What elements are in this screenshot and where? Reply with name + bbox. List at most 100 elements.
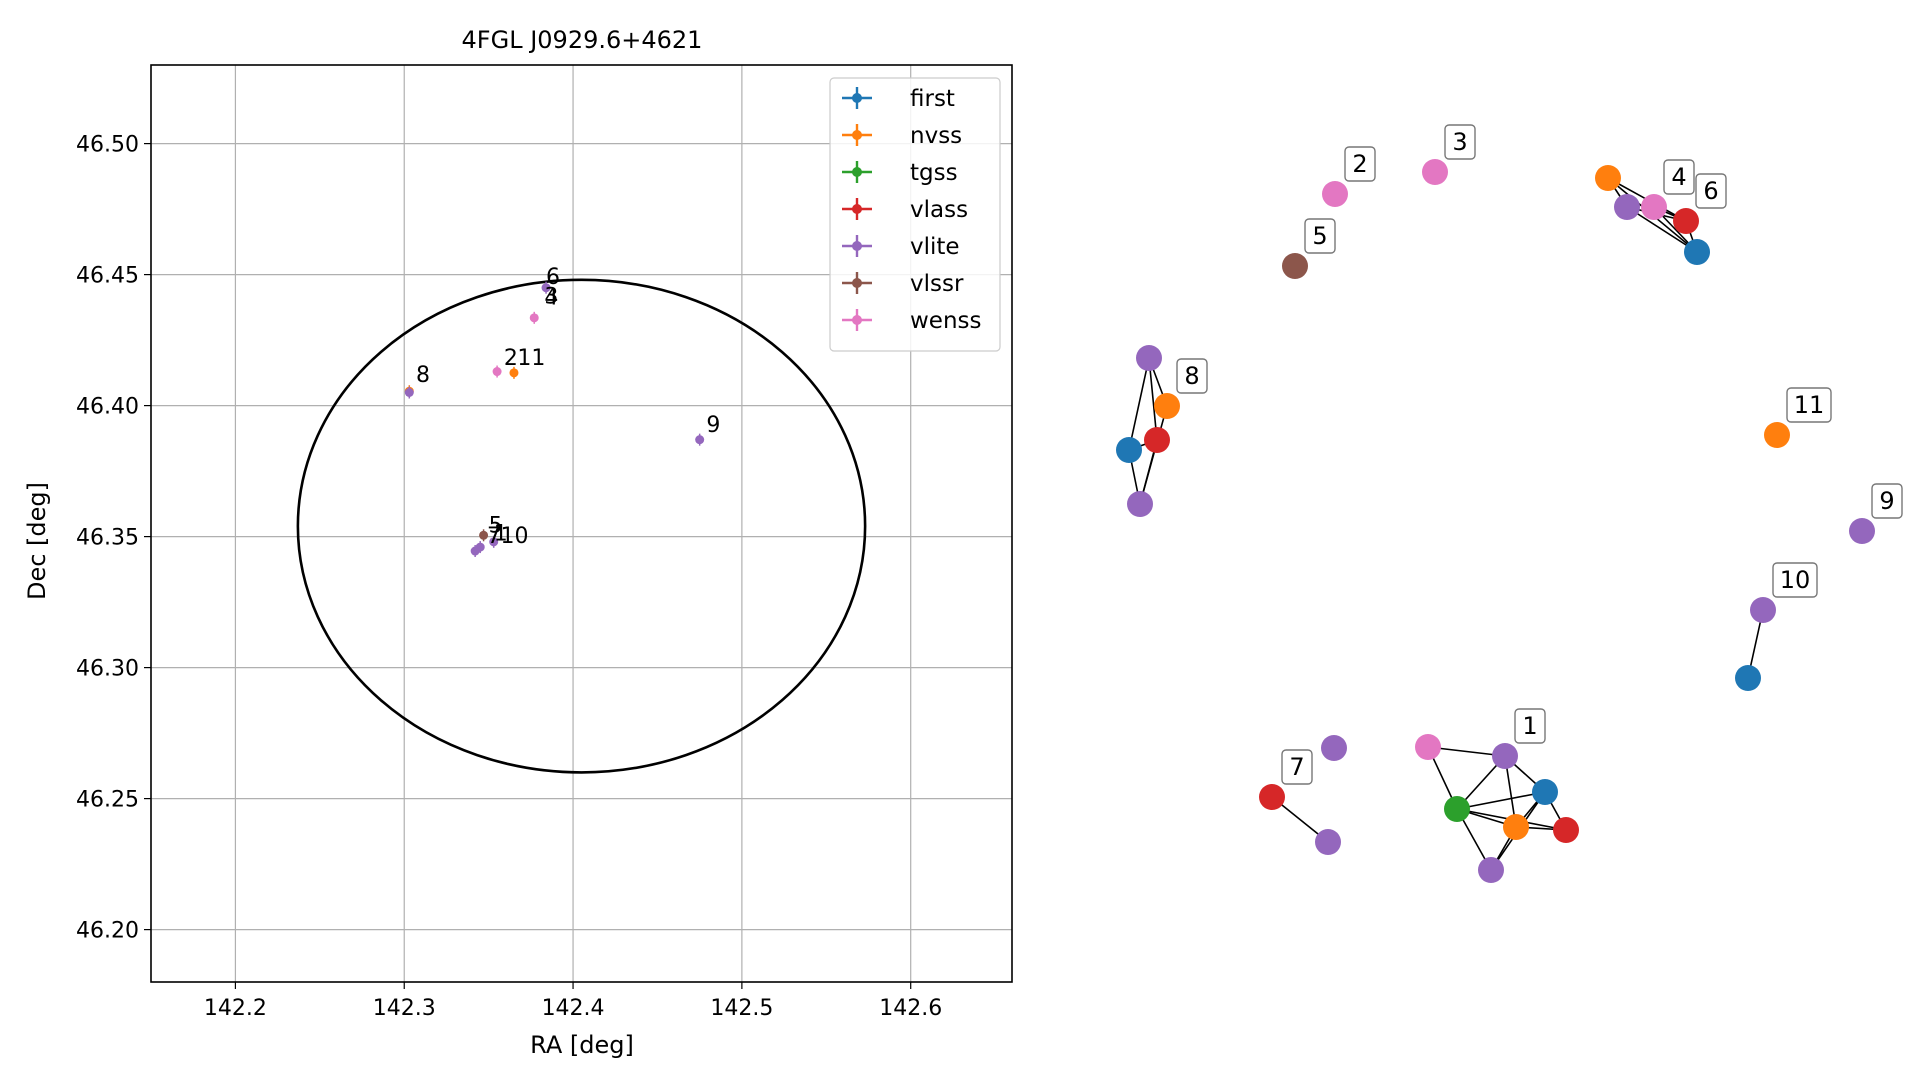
legend-marker-dot: [852, 241, 862, 251]
graph-edge: [1148, 357, 1158, 441]
node-label: 8: [1184, 362, 1199, 390]
x-tick-label: 142.6: [879, 996, 942, 1021]
graph-node-vlass: [1673, 208, 1699, 234]
point-label: 6: [546, 265, 560, 290]
graph-node-vlass: [1259, 784, 1285, 810]
legend-label: vlssr: [910, 271, 964, 297]
x-tick-label: 142.5: [710, 996, 773, 1021]
node-label-box: [1871, 483, 1903, 519]
y-tick-label: 46.40: [76, 395, 139, 420]
data-point-vlssr: [479, 530, 489, 540]
node-label-box: [1444, 124, 1476, 160]
legend-marker-dot: [852, 278, 862, 288]
x-tick-label: 142.2: [204, 996, 267, 1021]
legend-label: vlass: [910, 197, 968, 223]
graph-node-first: [1735, 665, 1761, 691]
point-label: 10: [500, 524, 528, 549]
legend-marker-dot: [852, 167, 862, 177]
confidence-ellipse: [296, 278, 867, 774]
legend-marker-dot: [852, 130, 862, 140]
legend-marker-dot: [852, 204, 862, 214]
y-tick-label: 46.35: [76, 526, 139, 551]
legend-label: wenss: [910, 308, 982, 334]
scatter-plot: 4FGL J0929.6+4621 RA [deg] Dec [deg] 142…: [23, 26, 1013, 1059]
node-label: 2: [1352, 150, 1367, 178]
legend-marker-dot: [852, 93, 862, 103]
graph-node-first: [1116, 437, 1142, 463]
node-label: 11: [1794, 391, 1825, 419]
node-label: 3: [1452, 128, 1467, 156]
graph-node-vlite: [1136, 345, 1162, 371]
graph-node-nvss: [1503, 814, 1529, 840]
graph-node-labels: 2 3 5 4 6 8 11 9 10 1 7: [1176, 124, 1903, 785]
point-label: 11: [517, 346, 545, 371]
node-label-box: [1281, 749, 1313, 785]
graph-edge: [1456, 791, 1546, 810]
graph-node-vlite: [1478, 857, 1504, 883]
data-point-wenss: [529, 313, 539, 323]
point-label: 3: [544, 284, 558, 309]
y-tick-label: 46.25: [76, 788, 139, 813]
y-axis-label: Dec [deg]: [23, 482, 51, 600]
node-label: 10: [1780, 566, 1811, 594]
confidence-ellipse-group: [296, 278, 867, 774]
point-label: 2: [504, 346, 518, 371]
node-label-box: [1772, 562, 1818, 598]
y-tick-label: 46.20: [76, 919, 139, 944]
node-label: 6: [1703, 177, 1718, 205]
graph-node-vlite: [1321, 735, 1347, 761]
graph-node-vlite: [1127, 491, 1153, 517]
graph-edge: [1128, 357, 1150, 451]
point-label: 4: [544, 286, 558, 311]
data-points: [404, 281, 705, 558]
graph-edge: [1626, 206, 1698, 253]
graph-node-nvss: [1154, 393, 1180, 419]
point-label: 5: [489, 514, 503, 539]
node-label: 1: [1522, 712, 1537, 740]
point-label: 8: [416, 363, 430, 388]
legend-label: tgss: [910, 160, 958, 186]
y-tick-label: 46.45: [76, 264, 139, 289]
graph-node-wenss: [1322, 181, 1348, 207]
data-point-vlite: [695, 435, 705, 445]
data-point-vlite: [404, 388, 414, 397]
data-point-vlite: [541, 283, 551, 293]
node-label: 7: [1289, 753, 1304, 781]
node-label: 9: [1879, 487, 1894, 515]
plot-frame: [150, 64, 1013, 983]
legend-marker-dot: [852, 315, 862, 325]
grid: [151, 65, 1012, 982]
graph-nodes: [1116, 159, 1875, 883]
graph-node-vlite: [1849, 518, 1875, 544]
legend: first nvss tgss vlass vlite vlssr wenss: [829, 77, 1001, 352]
node-label-box: [1663, 159, 1695, 195]
chart-title: 4FGL J0929.6+4621: [462, 26, 703, 54]
node-label-box: [1304, 218, 1336, 254]
legend-label: vlite: [910, 234, 960, 260]
x-tick-label: 142.3: [373, 996, 436, 1021]
x-tick-label: 142.4: [542, 996, 605, 1021]
graph-node-tgss: [1444, 796, 1470, 822]
graph-node-first: [1532, 779, 1558, 805]
legend-label: first: [910, 86, 955, 112]
legend-box: [829, 77, 1001, 352]
graph-edge: [1139, 405, 1168, 505]
x-axis-label: RA [deg]: [530, 1031, 634, 1059]
data-point-wenss: [492, 367, 502, 377]
graph-node-nvss: [1595, 165, 1621, 191]
graph-node-vlass: [1553, 817, 1579, 843]
node-label-box: [1786, 387, 1832, 423]
data-point-nvss: [509, 368, 519, 378]
legend-label: nvss: [910, 123, 962, 149]
point-label: 9: [706, 413, 720, 438]
graph-edges: [1128, 177, 1764, 871]
point-label: 7: [487, 524, 501, 549]
association-graph: 2 3 5 4 6 8 11 9 10 1 7: [1116, 124, 1903, 883]
graph-node-vlite: [1492, 743, 1518, 769]
node-label: 4: [1671, 163, 1686, 191]
node-label-box: [1176, 358, 1208, 394]
data-point-vlite: [470, 546, 480, 556]
graph-node-first: [1684, 239, 1710, 265]
graph-node-wenss: [1415, 734, 1441, 760]
